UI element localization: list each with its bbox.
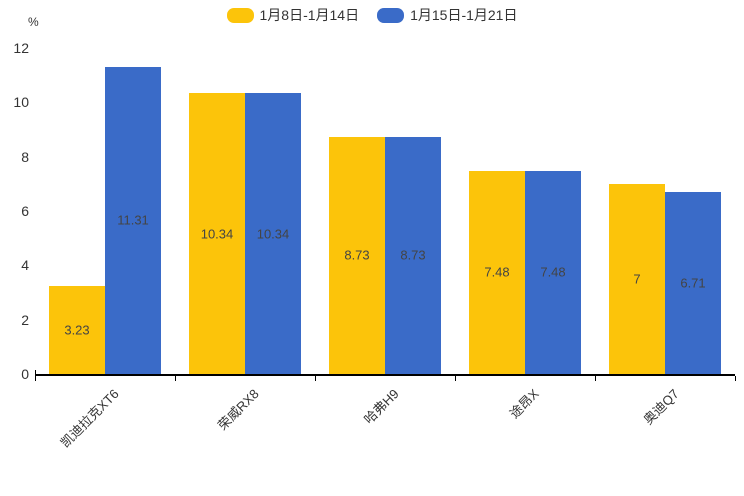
bar-series-1-凯迪拉克XT6: 11.31	[105, 66, 161, 374]
x-axis-tick	[315, 376, 316, 381]
bar-series-1-途昂X: 7.48	[525, 170, 581, 374]
x-axis-category-label: 荣威RX8	[214, 386, 262, 434]
bar-value-label: 10.34	[200, 226, 234, 242]
bar-value-label: 11.31	[117, 212, 149, 228]
bar-value-label: 3.23	[64, 322, 90, 338]
legend-label: 1月8日-1月14日	[259, 7, 360, 23]
y-axis-tick-label: 8	[21, 148, 29, 165]
bar-series-0-途昂X: 7.48	[469, 170, 525, 374]
legend-swatch-icon	[226, 7, 254, 23]
plot-area: 3.23 11.31 10.34 10.34 8.73 8.73 7.48 7.48 7 6.71	[35, 48, 735, 376]
legend-item-series-1[interactable]: 1月15日-1月21日	[377, 6, 517, 24]
y-axis-tick-label: 0	[21, 366, 29, 382]
bar-value-label: 7	[633, 271, 641, 287]
bar-series-0-荣威RX8: 10.34	[189, 93, 245, 374]
bar-value-label: 6.71	[680, 275, 706, 291]
x-axis-tick	[595, 376, 596, 381]
y-axis-origin-tick	[35, 370, 36, 374]
legend-swatch-icon	[377, 7, 405, 23]
x-axis-category-label: 奥迪Q7	[640, 386, 682, 428]
bar-value-label: 10.34	[256, 226, 290, 242]
bar-series-0-哈弗H9: 8.73	[329, 136, 385, 374]
bar-value-label: 7.48	[484, 264, 510, 280]
bar-series-1-奥迪Q7: 6.71	[665, 191, 721, 374]
category-group-4: 7 6.71	[595, 48, 735, 374]
y-axis-unit-label: %	[28, 15, 39, 29]
legend-item-series-0[interactable]: 1月8日-1月14日	[226, 6, 360, 24]
bar-series-0-奥迪Q7: 7	[609, 183, 665, 374]
y-axis-tick-label: 12	[13, 40, 29, 56]
bar-value-label: 7.48	[540, 264, 566, 280]
x-axis-tick	[35, 376, 36, 381]
legend-label: 1月15日-1月21日	[410, 7, 518, 23]
x-axis-category-label: 凯迪拉克XT6	[57, 386, 122, 451]
category-group-3: 7.48 7.48	[455, 48, 595, 374]
y-axis-tick-label: 4	[21, 257, 29, 274]
y-axis-tick-label: 2	[21, 311, 29, 328]
y-axis-tick-label: 10	[13, 94, 29, 111]
x-axis-category-label: 途昂X	[506, 386, 542, 422]
category-group-1: 10.34 10.34	[175, 48, 315, 374]
bar-series-0-凯迪拉克XT6: 3.23	[49, 286, 105, 374]
category-group-0: 3.23 11.31	[35, 48, 175, 374]
x-axis-tick	[735, 376, 736, 381]
x-axis-tick	[175, 376, 176, 381]
bar-value-label: 8.73	[400, 247, 426, 263]
bar-value-label: 8.73	[344, 247, 370, 263]
x-axis-tick	[455, 376, 456, 381]
bar-series-1-哈弗H9: 8.73	[385, 136, 441, 374]
legend: 1月8日-1月14日 1月15日-1月21日	[0, 6, 744, 24]
bar-series-1-荣威RX8: 10.34	[245, 93, 301, 374]
y-axis-tick-label: 6	[21, 203, 29, 219]
category-group-2: 8.73 8.73	[315, 48, 455, 374]
x-axis-category-label: 哈弗H9	[360, 386, 402, 427]
